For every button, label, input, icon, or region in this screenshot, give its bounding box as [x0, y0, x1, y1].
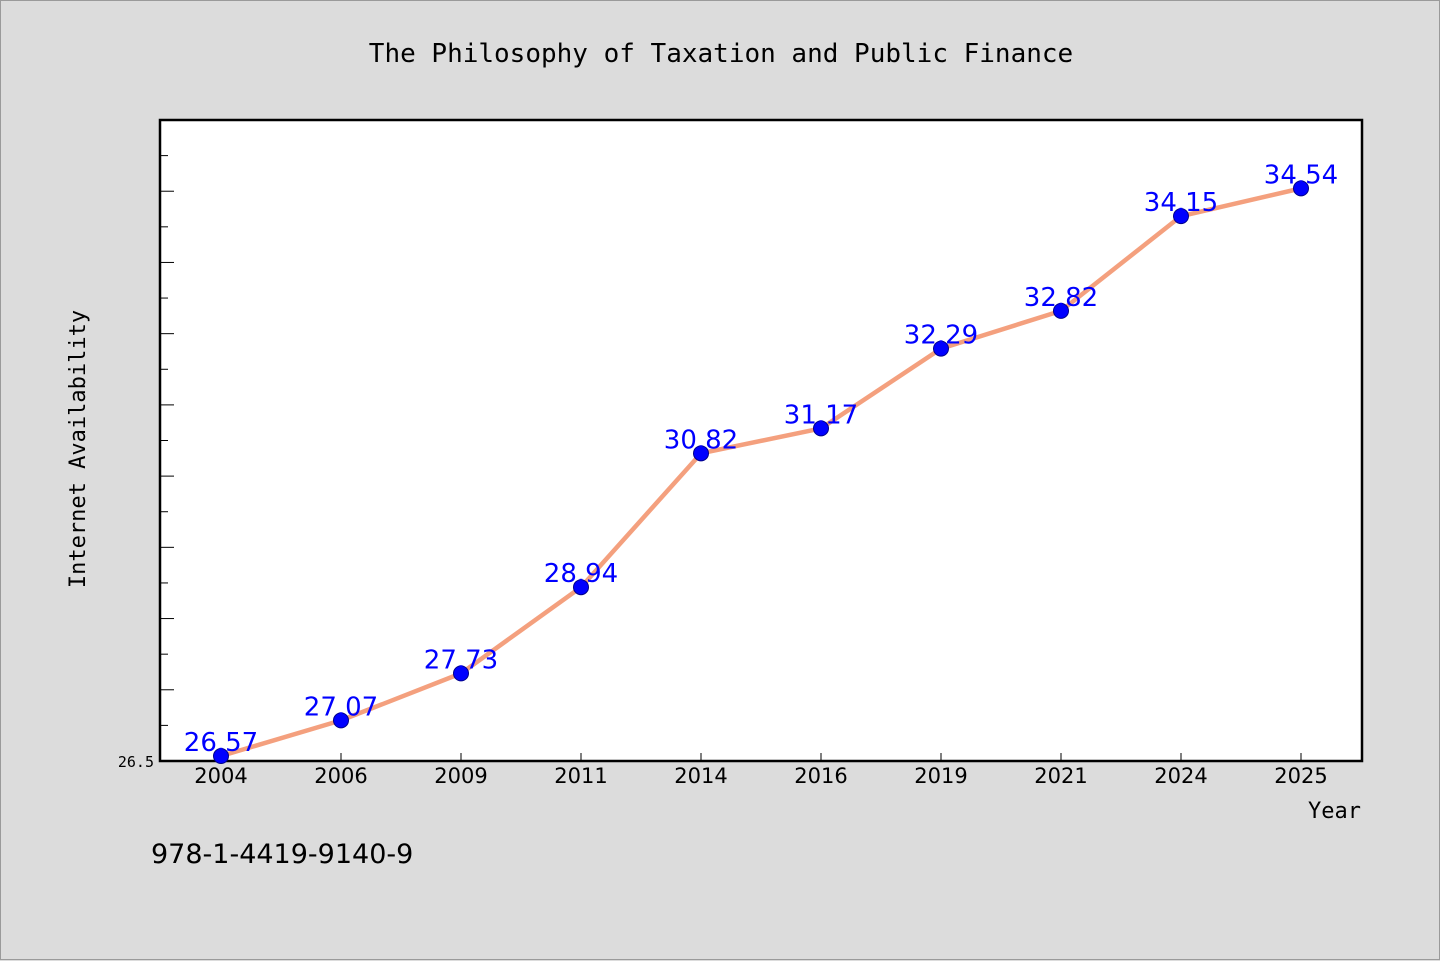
data-point — [573, 579, 589, 596]
data-label: 30.82 — [664, 425, 738, 455]
data-label: 27.73 — [424, 645, 498, 675]
data-point — [1293, 180, 1309, 197]
series-group — [213, 180, 1309, 765]
data-label: 32.29 — [904, 321, 978, 351]
data-point — [453, 665, 469, 682]
data-label: 31.17 — [784, 400, 858, 430]
x-tick-label: 2019 — [914, 764, 967, 788]
data-point — [1053, 302, 1069, 319]
y-axis-label: Internet Availability — [66, 310, 91, 588]
data-labels-group: 26.57 27.07 27.73 28.94 30.82 31.17 32.29 32.82… — [184, 160, 1338, 758]
data-point — [1173, 208, 1189, 225]
x-tick-label: 2025 — [1274, 764, 1327, 788]
isbn-text: 978-1-4419-9140-9 — [151, 839, 413, 870]
x-tick-label: 2021 — [1034, 764, 1087, 788]
x-tick-label: 2004 — [194, 764, 247, 788]
x-tick-label: 2006 — [314, 764, 367, 788]
x-tick-label: 2014 — [674, 764, 727, 788]
data-label: 26.57 — [184, 728, 258, 758]
y-axis-ticks — [160, 119, 174, 726]
data-label: 34.15 — [1144, 188, 1218, 218]
y-tick-label: 26.5 — [118, 753, 154, 771]
x-tick-label: 2016 — [794, 764, 847, 788]
series-line — [220, 186, 1302, 759]
data-point — [333, 712, 349, 729]
data-label: 28.94 — [544, 559, 618, 589]
x-axis-label: Year — [1308, 799, 1361, 824]
data-point — [693, 445, 709, 462]
data-point — [813, 420, 829, 437]
x-tick-label: 2024 — [1154, 764, 1207, 788]
x-tick-label: 2011 — [554, 764, 607, 788]
data-label: 34.54 — [1264, 160, 1338, 190]
data-point — [213, 748, 229, 765]
data-label: 32.82 — [1024, 283, 1098, 313]
data-point — [933, 340, 949, 357]
chart-title: The Philosophy of Taxation and Public Fi… — [369, 39, 1073, 69]
data-label: 27.07 — [304, 692, 378, 722]
x-tick-label: 2009 — [434, 764, 487, 788]
